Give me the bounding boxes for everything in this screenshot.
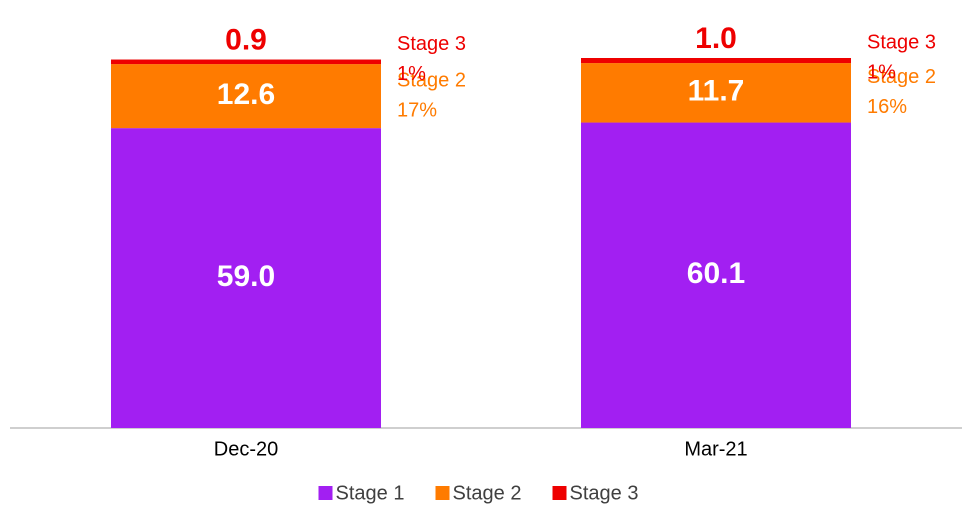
legend-swatch: [552, 486, 567, 500]
bar-segment: [581, 63, 851, 123]
side-label-name: Stage 3: [867, 31, 936, 53]
value-label: 59.0: [217, 260, 275, 293]
legend-label: Stage 2: [453, 482, 522, 504]
side-label-name: Stage 2: [867, 66, 936, 88]
legend-swatch: [318, 486, 333, 500]
x-tick-label: Dec-20: [214, 438, 278, 460]
bar-segment: [581, 58, 851, 64]
legend-label: Stage 3: [570, 482, 639, 504]
side-label-share: 16%: [867, 96, 907, 118]
value-label: 60.1: [687, 257, 745, 290]
value-label: 12.6: [217, 78, 275, 111]
bar-segment: [111, 59, 381, 65]
side-label-share: 1%: [397, 63, 426, 85]
legend-swatch: [435, 486, 450, 500]
side-label-name: Stage 3: [397, 33, 466, 55]
bar-segment: [111, 128, 381, 428]
bar-segment: [111, 64, 381, 129]
value-label: 11.7: [688, 75, 745, 108]
bar-segment: [581, 122, 851, 429]
total-label: 1.0: [695, 22, 737, 55]
side-label-name: Stage 2: [397, 69, 466, 91]
side-label-share: 1%: [867, 61, 896, 83]
side-label-share: 17%: [397, 99, 437, 121]
legend-label: Stage 1: [336, 482, 405, 504]
total-label: 0.9: [225, 23, 267, 56]
x-tick-label: Mar-21: [684, 438, 747, 460]
